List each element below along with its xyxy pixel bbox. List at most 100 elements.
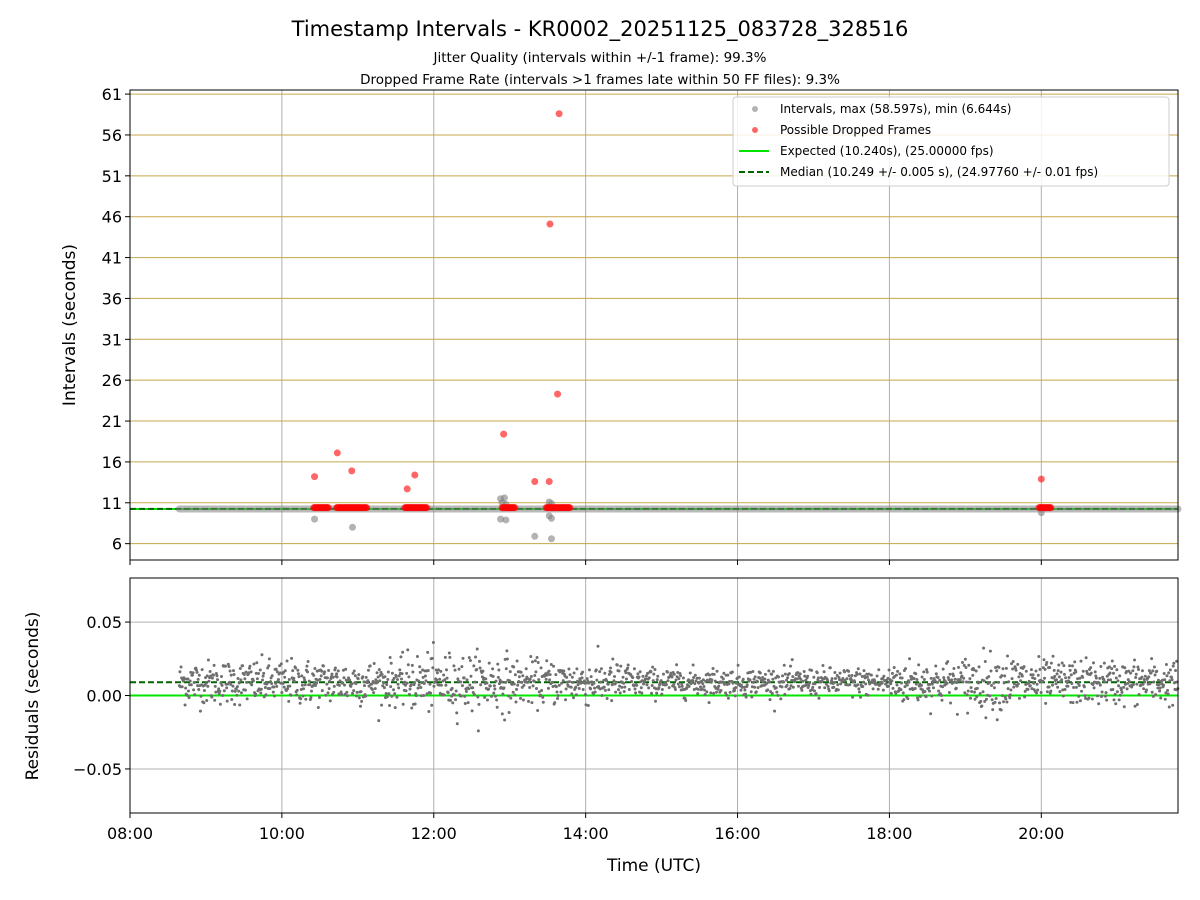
residual-point [622,689,626,693]
residual-point [1097,702,1101,706]
legend: Intervals, max (58.597s), min (6.644s) P… [732,96,1170,187]
residual-point [758,671,762,675]
residual-point [320,669,324,673]
dropped-frame-point [511,504,519,512]
residual-point [593,690,597,694]
residual-point [602,685,606,689]
residual-point [890,671,894,675]
top-y-tick-label: 61 [102,85,122,104]
residual-point [533,659,537,663]
residual-point [410,663,414,667]
residual-point [301,694,305,698]
residual-point [1163,678,1167,682]
residual-point [609,670,613,674]
residual-point [1175,659,1179,663]
residual-point [221,694,225,698]
residual-point [235,693,239,697]
residual-point [796,671,800,675]
residual-point [781,674,785,678]
residual-point [393,706,397,710]
legend-intervals-label: Intervals, max (58.597s), min (6.644s) [780,102,1011,116]
residual-point [681,676,685,680]
residual-point [259,687,263,691]
residual-point [1137,693,1141,697]
residual-point [815,671,819,675]
residual-point [289,693,293,697]
residual-point [1080,689,1084,693]
residual-point [270,674,274,678]
residual-point [231,669,235,673]
residual-point [427,709,431,713]
residual-point [437,683,441,687]
residual-point [294,666,298,670]
residual-point [470,709,474,713]
residual-point [560,681,564,685]
residual-point [536,660,540,664]
residual-point [942,676,946,680]
residual-point [899,688,903,692]
x-tick-label: 16:00 [714,824,760,843]
residual-point [453,668,457,672]
top-y-axis-label: Intervals (seconds) [60,244,80,406]
residual-point [1063,687,1067,691]
residual-point [570,692,574,696]
residual-point [712,691,716,695]
residual-point [1143,680,1147,684]
residual-point [555,690,559,694]
residual-point [1089,666,1093,670]
residual-point [343,683,347,687]
residual-point [312,681,316,685]
residual-point [473,680,477,684]
residual-point [276,677,280,681]
residual-point [195,670,199,674]
residual-point [963,657,967,661]
dropped-frame-point [554,390,562,398]
residual-point [227,665,231,669]
residual-point [967,680,971,684]
residual-point [278,664,282,668]
bottom-panel-ticks: −0.05 0.00 0.05 [73,613,130,779]
residual-point [699,685,703,689]
top-panel-frame [129,89,1179,561]
residual-point [554,673,558,677]
residual-point [803,674,807,678]
residual-point [380,703,384,707]
residual-point [791,685,795,689]
residual-point [827,689,831,693]
residual-point [1037,655,1041,659]
residual-point [460,665,464,669]
residual-point [1135,702,1139,706]
residual-point [804,682,808,686]
residual-point [714,690,718,694]
residual-point [333,666,337,670]
residual-point [524,667,528,671]
residual-point [1156,678,1160,682]
residual-point [857,690,861,694]
residual-point [923,689,927,693]
residual-point [507,711,511,715]
residual-point [1045,690,1049,694]
residual-point [1089,671,1093,675]
residual-point [361,675,365,679]
residual-point [804,678,808,682]
residual-point [1162,683,1166,687]
residual-point [208,669,212,673]
residual-point [799,677,803,681]
residual-point [952,666,956,670]
residual-point [225,699,229,703]
residual-point [467,656,471,660]
residual-point [271,690,275,694]
residual-point [890,679,894,683]
residual-point [295,693,299,697]
residual-point [452,693,456,697]
residual-point [614,680,618,684]
residual-point [260,653,264,657]
residual-point [1142,677,1146,681]
residual-point [1142,687,1146,691]
residual-point [957,665,961,669]
residual-point [492,691,496,695]
residual-point [1162,671,1166,675]
residual-point [198,709,202,713]
residual-point [540,689,544,693]
residual-point [852,679,856,683]
